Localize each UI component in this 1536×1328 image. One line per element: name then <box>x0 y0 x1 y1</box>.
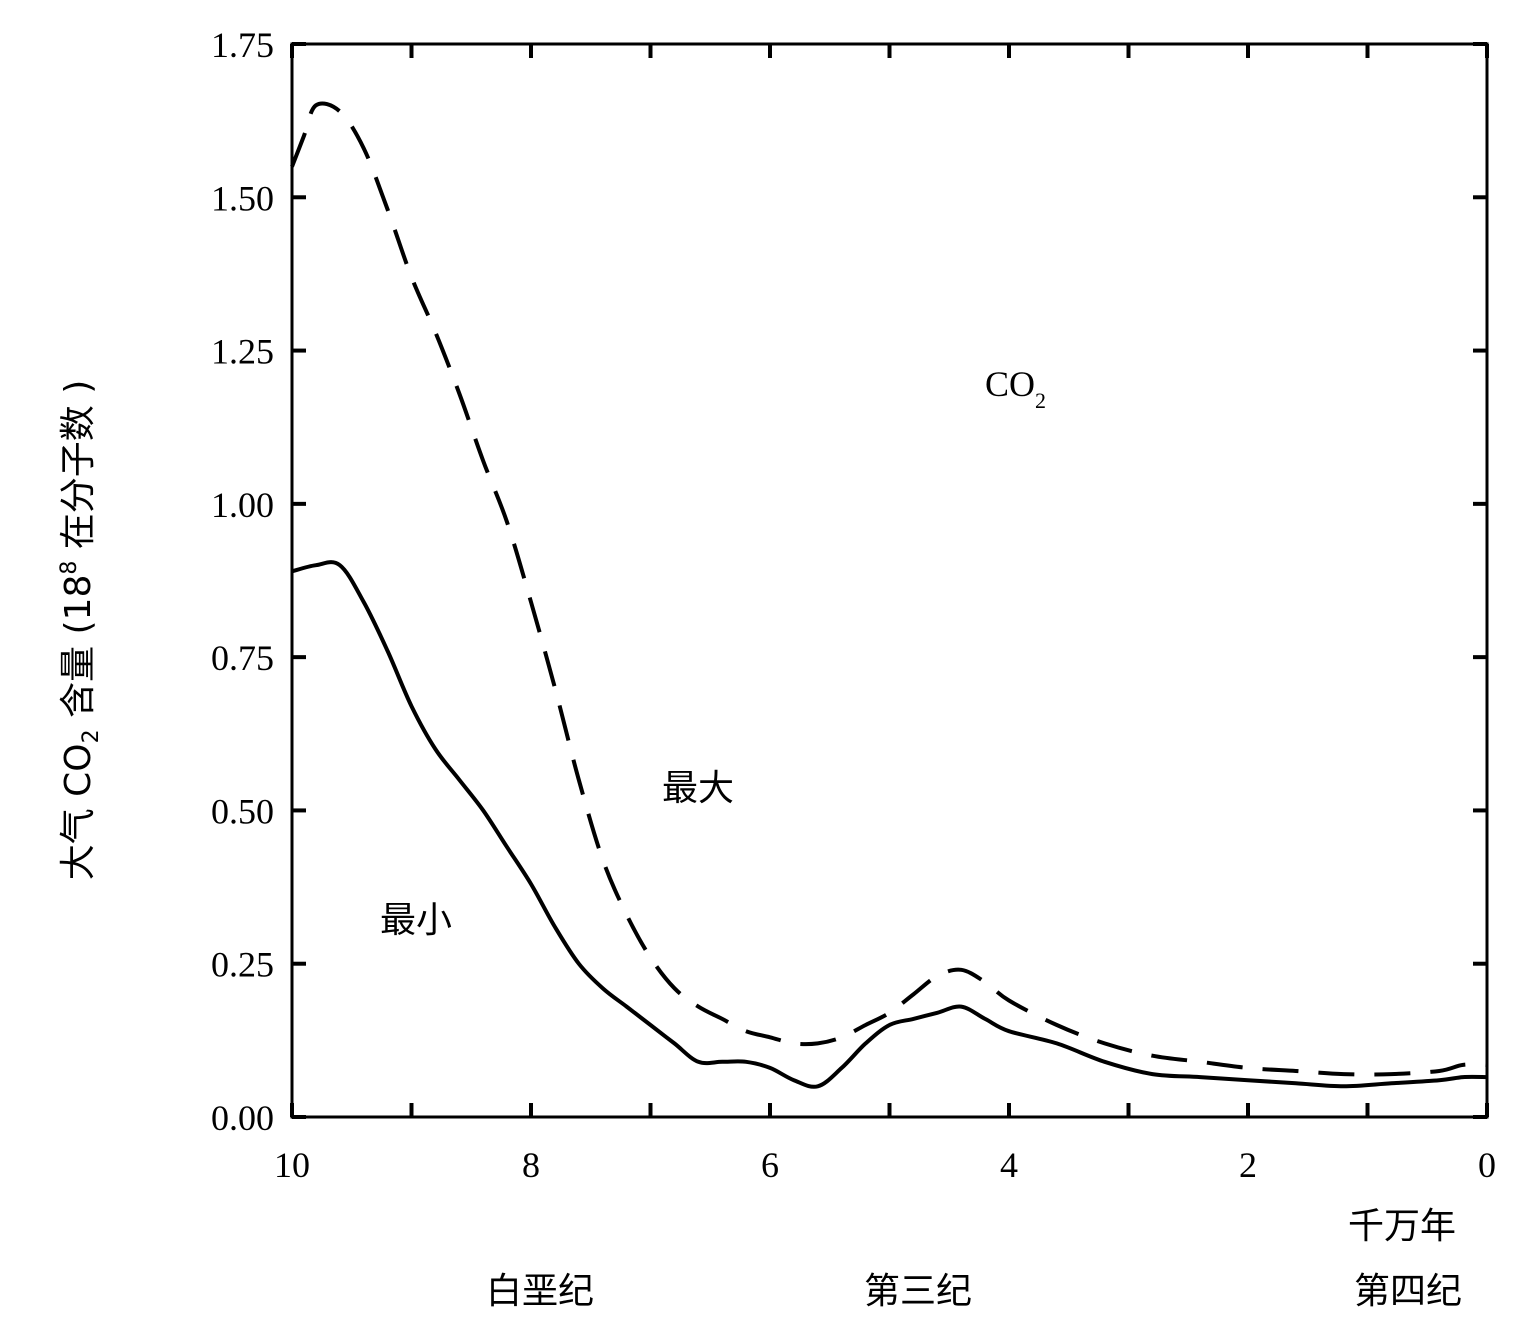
max-annotation: 最大 <box>662 768 734 809</box>
y-tick-label-5: 1.25 <box>211 332 274 372</box>
y-tick-label-1: 0.25 <box>211 945 274 985</box>
y-axis-label-sup: 8 <box>57 561 82 575</box>
y-tick-label-2: 0.50 <box>211 791 274 831</box>
y-tick-label-3: 0.75 <box>211 638 274 678</box>
y-axis-label: 大气 CO2 含量 (188 在分子数 ) <box>57 380 104 881</box>
period-tertiary: 第三纪 <box>864 1271 972 1312</box>
series-line-max <box>290 101 1488 1077</box>
y-tick-label-0: 0.00 <box>211 1098 274 1138</box>
y-axis-label-rest: 含量 (18 <box>58 575 99 730</box>
x-tick-label-3: 4 <box>1000 1145 1018 1185</box>
series-line-min <box>291 560 1488 1089</box>
x-tick-label-5: 0 <box>1478 1145 1496 1185</box>
period-cretaceous: 白垩纪 <box>486 1271 594 1312</box>
y-tick-label-7: 1.75 <box>211 25 274 65</box>
y-axis-label-end: 在分子数 ) <box>58 380 99 561</box>
min-annotation: 最小 <box>380 900 452 941</box>
y-axis-label-main: 大气 CO <box>58 743 99 880</box>
x-axis-unit-label: 千万年 <box>1348 1206 1456 1247</box>
series-lines <box>290 101 1488 1089</box>
plot-frame <box>290 42 1489 1119</box>
co2-annotation-sub: 2 <box>1035 388 1046 413</box>
tick-labels: 0.00 0.25 0.50 0.75 1.00 1.25 1.50 1.75 10 8 6 4 2 0 <box>211 25 1496 1185</box>
x-tick-label-2: 6 <box>761 1145 779 1185</box>
period-quaternary: 第四纪 <box>1354 1271 1462 1312</box>
x-tick-label-4: 2 <box>1239 1145 1257 1185</box>
y-tick-label-6: 1.50 <box>211 178 274 218</box>
co2-annotation: CO2 <box>985 364 1046 413</box>
y-axis-label-sub: 2 <box>79 729 104 743</box>
x-tick-label-0: 10 <box>274 1145 310 1185</box>
x-tick-label-1: 8 <box>522 1145 540 1185</box>
y-tick-label-4: 1.00 <box>211 485 274 525</box>
co2-annotation-main: CO <box>985 364 1035 404</box>
ticks <box>290 42 1489 1119</box>
